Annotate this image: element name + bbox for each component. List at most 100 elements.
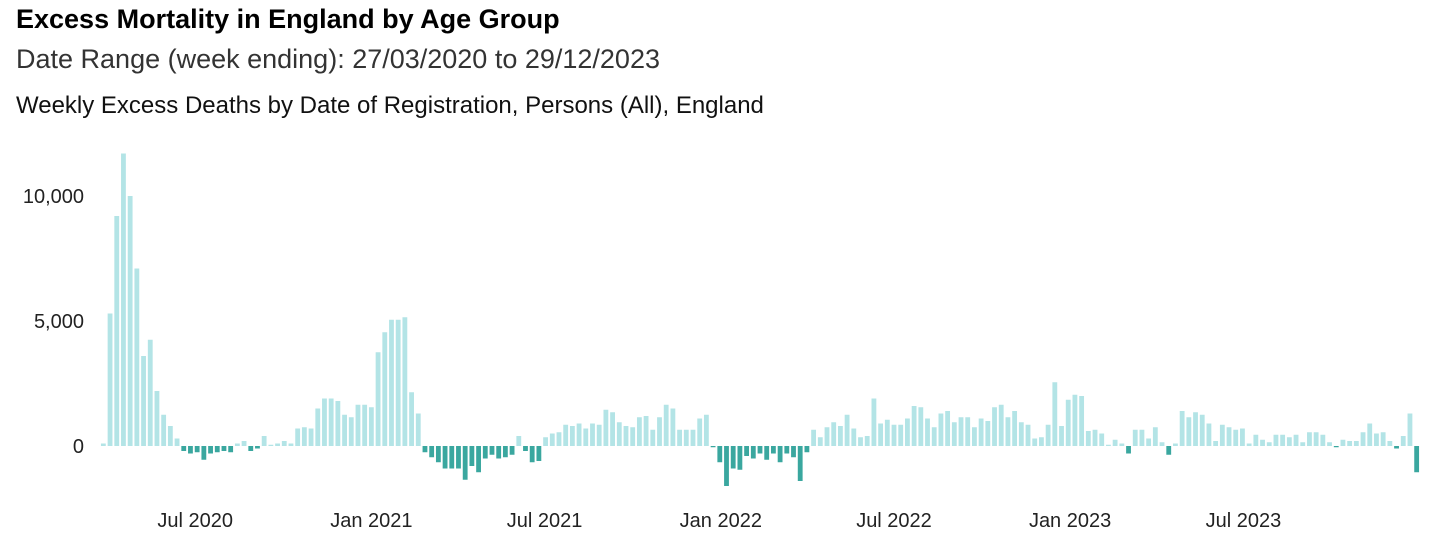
bar-week-93 bbox=[724, 446, 729, 486]
date-range-subtitle: Date Range (week ending): 27/03/2020 to … bbox=[16, 44, 660, 74]
bar-week-182 bbox=[1320, 434, 1326, 446]
bar-week-70 bbox=[569, 426, 575, 446]
bar-week-144 bbox=[1065, 399, 1071, 446]
bar-week-196 bbox=[1414, 446, 1420, 473]
bar-week-22 bbox=[248, 446, 254, 451]
bar-week-81 bbox=[643, 416, 649, 446]
bar-week-174 bbox=[1266, 442, 1272, 446]
bar-week-25 bbox=[268, 444, 274, 446]
bar-week-47 bbox=[415, 413, 421, 446]
bar-week-106 bbox=[811, 429, 817, 446]
bar-week-74 bbox=[596, 424, 602, 446]
bar-week-16 bbox=[208, 446, 213, 454]
bar-week-161 bbox=[1179, 411, 1185, 446]
bar-week-105 bbox=[804, 446, 810, 453]
bar-week-3 bbox=[121, 153, 126, 446]
bar-week-15 bbox=[201, 446, 207, 460]
bar-week-26 bbox=[275, 443, 280, 446]
bar-week-56 bbox=[476, 446, 481, 473]
bar-week-177 bbox=[1286, 437, 1292, 446]
bar-week-53 bbox=[456, 446, 461, 469]
bar-week-2 bbox=[114, 216, 120, 446]
bar-week-133 bbox=[992, 407, 997, 446]
bar-week-67 bbox=[549, 433, 555, 446]
chart-caption: Weekly Excess Deaths by Date of Registra… bbox=[16, 92, 764, 119]
bar-week-155 bbox=[1139, 429, 1145, 446]
bar-week-20 bbox=[234, 443, 240, 446]
bar-week-149 bbox=[1099, 433, 1105, 446]
bar-week-85 bbox=[670, 408, 676, 446]
bar-week-103 bbox=[791, 446, 796, 458]
x-tick-label: Jul 2023 bbox=[1206, 510, 1282, 532]
bar-week-176 bbox=[1280, 434, 1286, 446]
bar-week-157 bbox=[1152, 427, 1158, 446]
bar-week-42 bbox=[382, 332, 388, 446]
bar-week-17 bbox=[214, 446, 220, 453]
x-tick-label: Jul 2020 bbox=[157, 510, 233, 532]
bar-week-49 bbox=[429, 446, 435, 458]
bar-week-142 bbox=[1052, 382, 1058, 446]
bar-series bbox=[100, 153, 1420, 486]
bar-week-152 bbox=[1119, 443, 1125, 446]
bar-week-114 bbox=[864, 436, 870, 446]
bar-week-134 bbox=[998, 404, 1004, 446]
bar-week-38 bbox=[355, 404, 361, 446]
bar-week-21 bbox=[241, 441, 247, 446]
bar-week-23 bbox=[255, 446, 260, 449]
bar-week-111 bbox=[844, 414, 850, 446]
bar-week-130 bbox=[972, 427, 977, 446]
bar-week-166 bbox=[1213, 441, 1219, 446]
bar-week-1 bbox=[107, 313, 113, 446]
bar-week-33 bbox=[322, 398, 327, 446]
bar-week-187 bbox=[1353, 441, 1359, 446]
bar-week-191 bbox=[1380, 432, 1386, 446]
bar-week-95 bbox=[737, 446, 743, 470]
bar-week-102 bbox=[784, 446, 790, 454]
bar-week-115 bbox=[871, 398, 877, 446]
x-tick-label: Jan 2022 bbox=[680, 510, 762, 532]
bar-week-61 bbox=[509, 446, 515, 455]
bar-week-185 bbox=[1340, 439, 1346, 446]
bar-week-55 bbox=[469, 446, 475, 466]
bar-week-58 bbox=[489, 446, 495, 455]
bar-week-19 bbox=[228, 446, 234, 453]
y-tick-label: 0 bbox=[73, 436, 84, 458]
bar-week-66 bbox=[543, 437, 548, 446]
y-tick-label: 5,000 bbox=[34, 311, 84, 333]
bar-week-128 bbox=[958, 417, 964, 446]
bar-week-32 bbox=[315, 408, 321, 446]
bar-week-11 bbox=[174, 438, 180, 446]
bar-week-99 bbox=[764, 446, 770, 460]
bar-week-117 bbox=[884, 419, 890, 446]
bar-week-148 bbox=[1092, 429, 1098, 446]
bar-week-78 bbox=[623, 426, 629, 446]
bar-week-5 bbox=[134, 268, 140, 446]
bar-week-34 bbox=[328, 398, 334, 446]
bar-week-137 bbox=[1018, 422, 1024, 446]
bar-week-135 bbox=[1005, 417, 1011, 446]
bar-week-101 bbox=[777, 446, 783, 463]
bar-week-62 bbox=[516, 436, 522, 446]
bar-week-183 bbox=[1327, 442, 1332, 446]
bar-week-68 bbox=[556, 432, 562, 446]
bar-week-159 bbox=[1166, 446, 1172, 455]
bar-week-72 bbox=[583, 428, 589, 446]
bar-week-108 bbox=[824, 427, 830, 446]
bar-week-193 bbox=[1394, 446, 1399, 449]
bar-week-107 bbox=[817, 437, 823, 446]
bar-week-113 bbox=[858, 437, 863, 446]
bar-week-41 bbox=[375, 352, 381, 446]
bar-week-172 bbox=[1253, 434, 1259, 446]
bar-week-59 bbox=[496, 446, 502, 459]
bar-week-147 bbox=[1085, 431, 1091, 446]
bar-week-43 bbox=[389, 319, 394, 446]
bar-week-132 bbox=[985, 421, 991, 446]
bar-week-57 bbox=[482, 446, 488, 459]
bar-week-10 bbox=[167, 426, 173, 446]
bar-week-127 bbox=[951, 422, 957, 446]
bar-week-7 bbox=[147, 339, 153, 446]
bar-week-37 bbox=[348, 417, 354, 446]
bar-week-139 bbox=[1032, 438, 1038, 446]
bar-week-171 bbox=[1246, 443, 1252, 446]
bar-week-82 bbox=[650, 429, 656, 446]
